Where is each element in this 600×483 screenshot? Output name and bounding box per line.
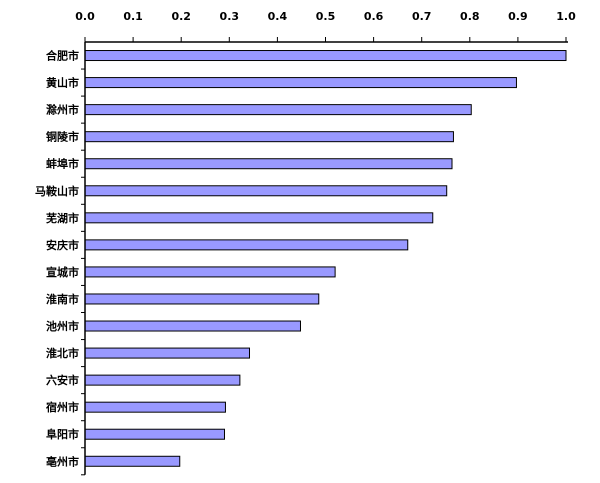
- bar: [84, 158, 453, 170]
- y-category-label: 铜陵市: [45, 130, 79, 144]
- bars: [84, 50, 567, 467]
- bar: [84, 320, 301, 332]
- x-tick-label: 0.8: [460, 10, 480, 23]
- y-category-label: 马鞍山市: [35, 184, 79, 198]
- y-category-label: 宿州市: [46, 400, 79, 414]
- bar: [84, 401, 226, 413]
- x-tick-label: 0.6: [364, 10, 384, 23]
- bar: [84, 374, 241, 386]
- x-tick-label: 0.5: [316, 10, 336, 23]
- y-axis-category-labels: 合肥市黄山市滁州市铜陵市蚌埠市马鞍山市芜湖市安庆市宣城市淮南市池州市淮北市六安市…: [35, 49, 85, 476]
- bar: [84, 104, 472, 116]
- y-category-label: 宣城市: [46, 265, 79, 279]
- bar: [84, 455, 181, 467]
- x-tick-label: 0.1: [123, 10, 143, 23]
- bar: [84, 293, 320, 305]
- y-category-label: 阜阳市: [46, 427, 79, 441]
- x-tick-label: 0.2: [171, 10, 191, 23]
- y-category-label: 芜湖市: [46, 211, 79, 225]
- x-tick-label: 0.0: [75, 10, 95, 23]
- y-category-label: 池州市: [46, 319, 79, 333]
- y-category-label: 亳州市: [46, 454, 79, 468]
- y-category-label: 滁州市: [46, 103, 79, 117]
- bar: [84, 239, 409, 251]
- bar: [84, 212, 434, 224]
- bar: [84, 50, 567, 62]
- bar: [84, 131, 454, 143]
- y-category-label: 安庆市: [46, 238, 79, 252]
- x-tick-label: 0.4: [268, 10, 288, 23]
- bar: [84, 266, 336, 278]
- x-axis-ticks: 0.0 0.1 0.2 0.3 0.4 0.5 0.6 0.7 0.8 0.9 1.0: [75, 10, 576, 42]
- x-tick-label: 0.9: [508, 10, 528, 23]
- y-category-label: 六安市: [46, 373, 79, 387]
- bar: [84, 77, 517, 89]
- y-category-label: 淮北市: [46, 346, 79, 360]
- y-category-label: 蚌埠市: [46, 157, 79, 171]
- y-category-label: 合肥市: [46, 49, 79, 63]
- bar: [84, 185, 448, 197]
- x-tick-label: 0.3: [220, 10, 240, 23]
- x-tick-label: 1.0: [556, 10, 576, 23]
- bar: [84, 428, 225, 440]
- bar: [84, 347, 251, 359]
- y-category-label: 淮南市: [46, 292, 79, 306]
- y-category-label: 黄山市: [46, 76, 79, 90]
- x-tick-label: 0.7: [412, 10, 432, 23]
